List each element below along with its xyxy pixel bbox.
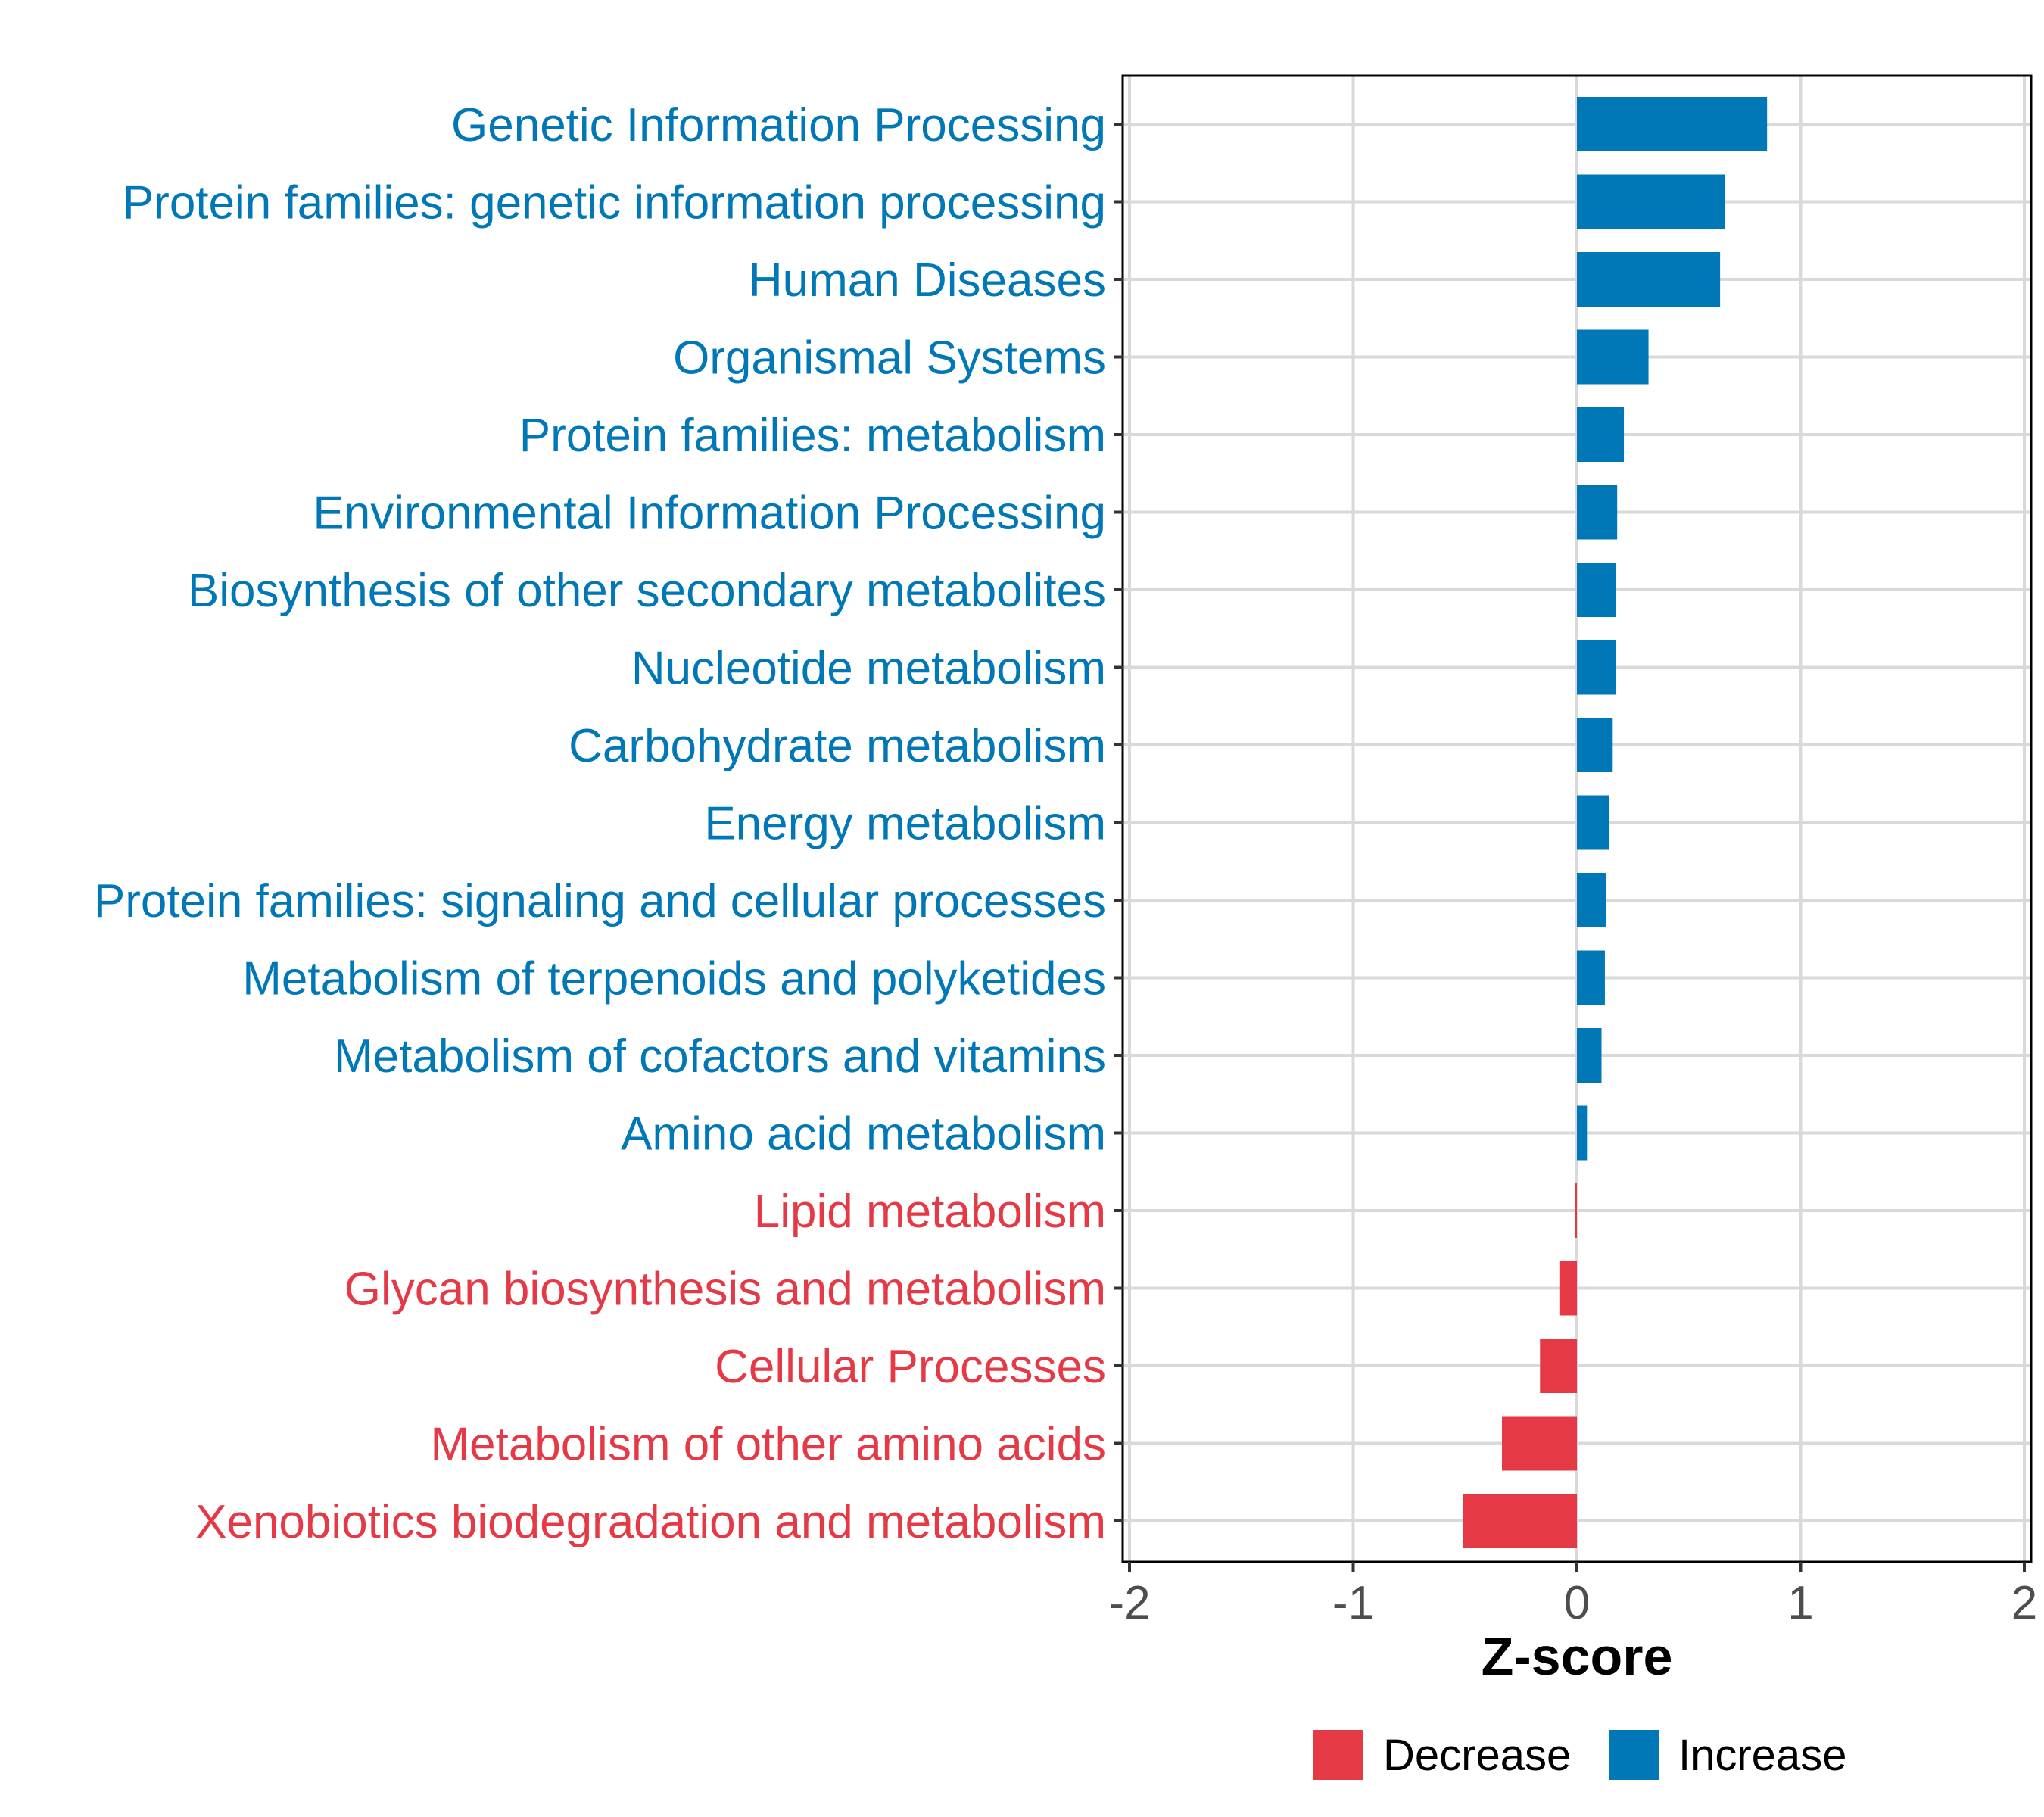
bar [1577, 97, 1768, 151]
y-tick-label: Metabolism of terpenoids and polyketides [242, 953, 1106, 1005]
bar [1577, 563, 1616, 617]
y-tick-label: Xenobiotics biodegradation and metabolis… [195, 1496, 1106, 1548]
y-tick-label: Biosynthesis of other secondary metaboli… [188, 565, 1106, 617]
y-tick-label: Human Diseases [749, 254, 1106, 307]
y-tick-label: Environmental Information Processing [313, 488, 1106, 540]
bar [1577, 873, 1606, 927]
y-tick-label: Glycan biosynthesis and metabolism [344, 1264, 1106, 1316]
bars [1463, 97, 1768, 1548]
y-tick-label: Metabolism of other amino acids [430, 1419, 1106, 1471]
bar [1577, 640, 1616, 695]
y-tick-label: Nucleotide metabolism [631, 643, 1106, 695]
y-tick-label: Protein families: metabolism [519, 410, 1106, 462]
bar [1577, 329, 1649, 385]
y-tick-label: Amino acid metabolism [621, 1108, 1106, 1161]
y-tick-label: Energy metabolism [704, 798, 1106, 850]
y-tick-label: Cellular Processes [715, 1341, 1106, 1393]
x-tick-label: 2 [2011, 1577, 2037, 1629]
x-axis-title: Z-score [1482, 1627, 1673, 1686]
legend-label-increase: Increase [1678, 1731, 1846, 1780]
x-tick-label: 1 [1787, 1577, 1813, 1629]
bar [1577, 1105, 1588, 1161]
legend: Decrease Increase [1313, 1730, 1846, 1780]
x-tick-label: -2 [1108, 1577, 1150, 1629]
y-tick-label: Lipid metabolism [754, 1186, 1106, 1238]
legend-swatch-decrease [1313, 1730, 1363, 1780]
y-tick-label: Protein families: signaling and cellular… [94, 875, 1106, 927]
bar [1577, 485, 1618, 540]
bar [1577, 950, 1605, 1005]
x-tick-label: 0 [1564, 1577, 1590, 1629]
bar [1577, 174, 1725, 229]
legend-label-decrease: Decrease [1383, 1731, 1571, 1780]
bar [1577, 718, 1613, 772]
y-axis: Genetic Information Processing Protein fa… [94, 99, 1123, 1548]
bar [1577, 252, 1721, 307]
bar [1577, 1028, 1602, 1083]
bar [1463, 1494, 1577, 1548]
bar [1577, 407, 1625, 462]
legend-swatch-increase [1609, 1730, 1659, 1780]
bar [1559, 1261, 1577, 1316]
bar [1502, 1416, 1577, 1471]
x-axis: -2 -1 0 1 2 [1108, 1562, 2037, 1629]
y-tick-label: Metabolism of cofactors and vitamins [334, 1030, 1106, 1083]
y-tick-label: Genetic Information Processing [451, 99, 1106, 151]
y-tick-label: Carbohydrate metabolism [569, 720, 1106, 772]
bar [1540, 1339, 1577, 1393]
y-tick-label: Protein families: genetic information pr… [123, 177, 1106, 229]
bar [1577, 795, 1609, 850]
y-tick-label: Organismal Systems [673, 332, 1106, 385]
bar [1575, 1183, 1577, 1238]
x-tick-label: -1 [1332, 1577, 1374, 1629]
